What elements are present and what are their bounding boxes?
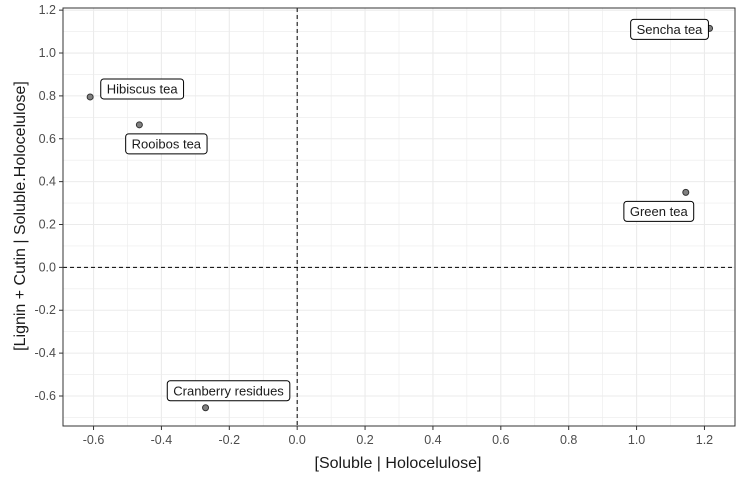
y-tick-label: 0.2 <box>39 218 56 232</box>
x-tick-label: 0.6 <box>492 433 509 447</box>
point-label: Cranberry residues <box>166 380 291 402</box>
x-tick-label: 0.2 <box>356 433 373 447</box>
data-point <box>135 121 143 129</box>
panel-border <box>62 7 736 427</box>
y-tick-label: -0.6 <box>34 389 56 403</box>
point-label-box <box>630 18 709 40</box>
y-tick-label: 1.0 <box>39 46 56 60</box>
x-tick-label: 0.8 <box>560 433 577 447</box>
y-tick-label: 1.2 <box>39 3 56 17</box>
data-points <box>86 24 714 412</box>
data-point <box>682 188 690 196</box>
axis-ticks <box>59 9 705 430</box>
y-tick-label: 0.8 <box>39 89 56 103</box>
y-tick-label: 0.4 <box>39 175 56 189</box>
point-labels: Hibiscus tea Rooibos tea Sencha tea Green t… <box>100 18 709 402</box>
y-tick-label: 0.6 <box>39 132 56 146</box>
reference-lines <box>63 8 735 426</box>
x-tick-label: 0.4 <box>424 433 441 447</box>
point-label-box <box>623 200 695 222</box>
point-label: Rooibos tea <box>125 133 208 155</box>
point-label-text: Green tea <box>630 204 689 219</box>
point-label: Hibiscus tea <box>100 78 185 100</box>
point-label: Sencha tea <box>630 18 709 40</box>
y-axis-title: [Lignin + Cutin | Soluble.Holocelulose] <box>12 81 29 351</box>
point-label-text: Hibiscus tea <box>107 81 179 96</box>
x-tick-label: -0.2 <box>219 433 241 447</box>
x-tick-label: 1.2 <box>696 433 713 447</box>
x-tick-label: 0.0 <box>288 433 305 447</box>
x-tick-label: -0.4 <box>151 433 173 447</box>
point-label-box <box>100 78 185 100</box>
y-tick-labels: -0.6 -0.4 -0.2 0.0 0.2 0.4 0.6 0.8 1.0 1.2 <box>34 3 56 403</box>
data-point <box>86 93 94 101</box>
x-axis-title: [Soluble | Holocelulose] <box>315 455 482 472</box>
point-label-box <box>125 133 208 155</box>
point-label-box <box>166 380 291 402</box>
x-tick-labels: -0.6 -0.4 -0.2 0.0 0.2 0.4 0.6 0.8 1.0 1.2 <box>83 433 713 447</box>
point-label-text: Cranberry residues <box>173 383 284 398</box>
major-grid <box>63 8 735 426</box>
point-label-text: Sencha tea <box>637 22 704 37</box>
minor-grid <box>63 8 735 426</box>
y-tick-label: 0.0 <box>39 260 56 274</box>
x-tick-label: -0.6 <box>83 433 105 447</box>
data-point <box>202 404 210 412</box>
point-label-text: Rooibos tea <box>132 136 202 151</box>
y-tick-label: -0.2 <box>34 303 56 317</box>
y-tick-label: -0.4 <box>34 346 56 360</box>
x-tick-label: 1.0 <box>628 433 645 447</box>
point-label: Green tea <box>623 200 695 222</box>
